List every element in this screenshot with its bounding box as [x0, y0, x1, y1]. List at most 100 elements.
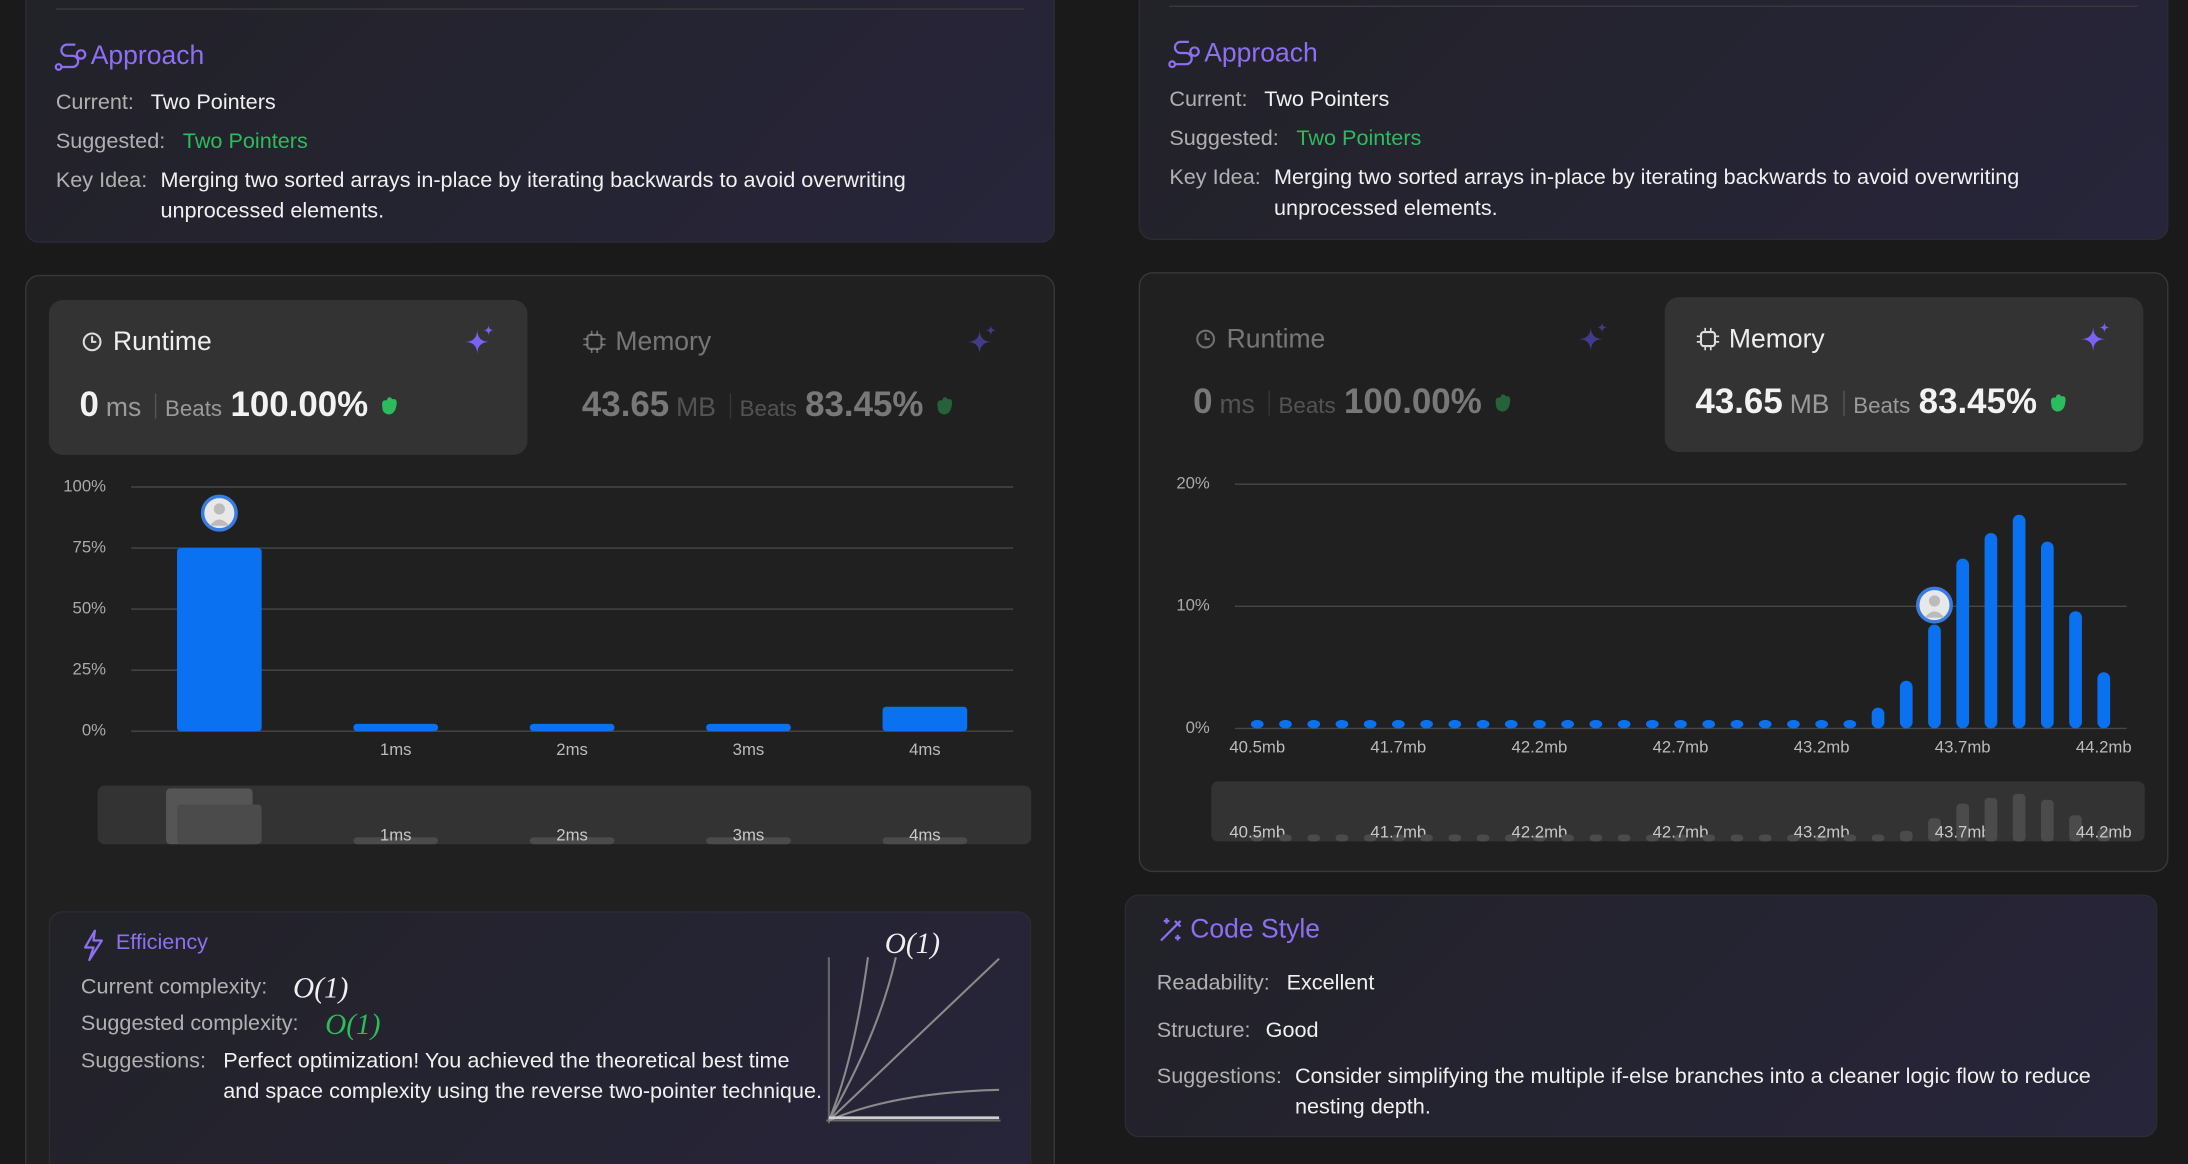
- key-idea-text: Merging two sorted arrays in-place by it…: [160, 168, 906, 224]
- bar: [1307, 719, 1321, 729]
- bar: [1533, 719, 1546, 729]
- x-tick-label: 1ms: [380, 740, 412, 759]
- approach-card: [25, 0, 1055, 243]
- overview-label: 43.7mb: [1935, 822, 1991, 841]
- separator: [1169, 5, 2138, 7]
- bar: [1476, 719, 1490, 729]
- overview-bar: [1674, 834, 1687, 842]
- overview-bar: [1702, 834, 1716, 842]
- clap-shape: [1495, 394, 1511, 412]
- efficiency-card: [48, 911, 1032, 1164]
- metric-unit: MB: [676, 393, 716, 423]
- approach-title: Approach: [90, 41, 205, 72]
- overview-bar: [706, 837, 791, 845]
- overview-bar: [1787, 834, 1800, 842]
- y-tick-label: 20%: [1176, 474, 1210, 493]
- x-tick-label: 40.5mb: [1229, 737, 1285, 756]
- overview-bar: [1448, 834, 1462, 842]
- x-tick-label: 43.2mb: [1794, 737, 1850, 756]
- x-tick-label: 2ms: [556, 740, 588, 759]
- bar: [1448, 719, 1462, 729]
- overview-bar: [353, 837, 439, 845]
- current-value: Two Pointers: [150, 90, 276, 115]
- x-tick-label: 44.2mb: [2076, 737, 2132, 756]
- bar: [1899, 680, 1913, 729]
- overview-bar: [1956, 803, 1970, 842]
- suggestions-label: Suggestions:: [80, 1049, 206, 1074]
- overview-label: 44.2mb: [2076, 822, 2132, 841]
- overview-label: 1ms: [380, 825, 412, 844]
- approach-icon: [1168, 40, 1200, 69]
- chip-icon: [1699, 331, 1717, 348]
- metric-value: 0: [79, 385, 99, 425]
- x-tick-label: 43.7mb: [1935, 737, 1991, 756]
- bar: [1504, 719, 1518, 729]
- overview-bar: [1843, 834, 1857, 842]
- metric-value: 43.65: [1695, 382, 1783, 422]
- current-value: Two Pointers: [1264, 87, 1390, 112]
- overview-bar: [1815, 834, 1828, 842]
- overview-bar: [1645, 834, 1659, 842]
- overview-bar: [529, 837, 615, 845]
- bar: [529, 723, 615, 732]
- bar: [1420, 719, 1433, 729]
- current-complexity: O(1): [293, 971, 349, 1005]
- bar: [353, 723, 439, 732]
- bar: [2012, 514, 2026, 729]
- bar: [2097, 672, 2111, 729]
- approach-icon: [54, 43, 87, 71]
- approach-title: Approach: [1204, 39, 1318, 69]
- bar: [1335, 719, 1349, 729]
- key-idea-label: Key Idea:: [55, 168, 148, 193]
- overview-label: 43.2mb: [1794, 822, 1850, 841]
- beats-label: Beats: [164, 397, 223, 422]
- y-tick-label: 0%: [1186, 718, 1210, 737]
- sparkle-icon: [967, 324, 997, 355]
- metric-title: Runtime: [1226, 325, 1326, 355]
- readability-value: Excellent: [1286, 971, 1375, 995]
- beats-label: Beats: [1853, 394, 1911, 419]
- graph-axes: [826, 957, 1001, 1124]
- chip-icon: [586, 333, 603, 350]
- bar: [1279, 719, 1292, 729]
- metric-card: [48, 300, 528, 455]
- separator: [55, 8, 1025, 10]
- beats-value: 100.00%: [230, 385, 369, 425]
- clock-icon: [82, 332, 102, 352]
- divider: [1268, 390, 1271, 416]
- overview-bar: [2041, 799, 2054, 842]
- y-tick-label: 100%: [63, 476, 106, 495]
- x-tick-label: 42.7mb: [1653, 737, 1709, 756]
- graph-curves: [827, 957, 1000, 1122]
- overview-bar: [2097, 828, 2111, 842]
- bar: [1815, 719, 1828, 729]
- bar: [1702, 719, 1716, 729]
- bar: [1392, 719, 1405, 729]
- bar: [1787, 719, 1800, 729]
- bar: [882, 706, 968, 732]
- overview-label: 42.2mb: [1512, 822, 1568, 841]
- overview-bar: [1871, 834, 1885, 842]
- sparkle-icon: [464, 324, 495, 355]
- metric-row: 0 ms Beats 100.00%: [1193, 382, 1515, 424]
- chip-pins: [1696, 327, 1720, 351]
- overview-bar: [2012, 793, 2026, 842]
- user-body: [1924, 611, 1945, 618]
- overview-label: 3ms: [733, 825, 765, 844]
- graph-label: O(1): [884, 926, 941, 961]
- current-label: Current:: [1169, 87, 1248, 112]
- overview-label: 41.7mb: [1370, 822, 1426, 841]
- clap-icon: [937, 397, 952, 415]
- metric-row: 43.65 MB Beats 83.45%: [582, 385, 957, 427]
- bar: [1589, 719, 1603, 729]
- bar: [1843, 719, 1857, 729]
- clap-icon: [2050, 394, 2066, 412]
- x-tick-label: 41.7mb: [1370, 737, 1426, 756]
- bar: [2041, 541, 2054, 729]
- bar: [1674, 719, 1687, 729]
- readability-label: Readability:: [1156, 971, 1270, 995]
- suggested-complexity-label: Suggested complexity:: [80, 1011, 299, 1036]
- overview-bar: [1250, 834, 1264, 842]
- clap-shape: [937, 397, 952, 415]
- x-tick-label: 3ms: [733, 740, 765, 759]
